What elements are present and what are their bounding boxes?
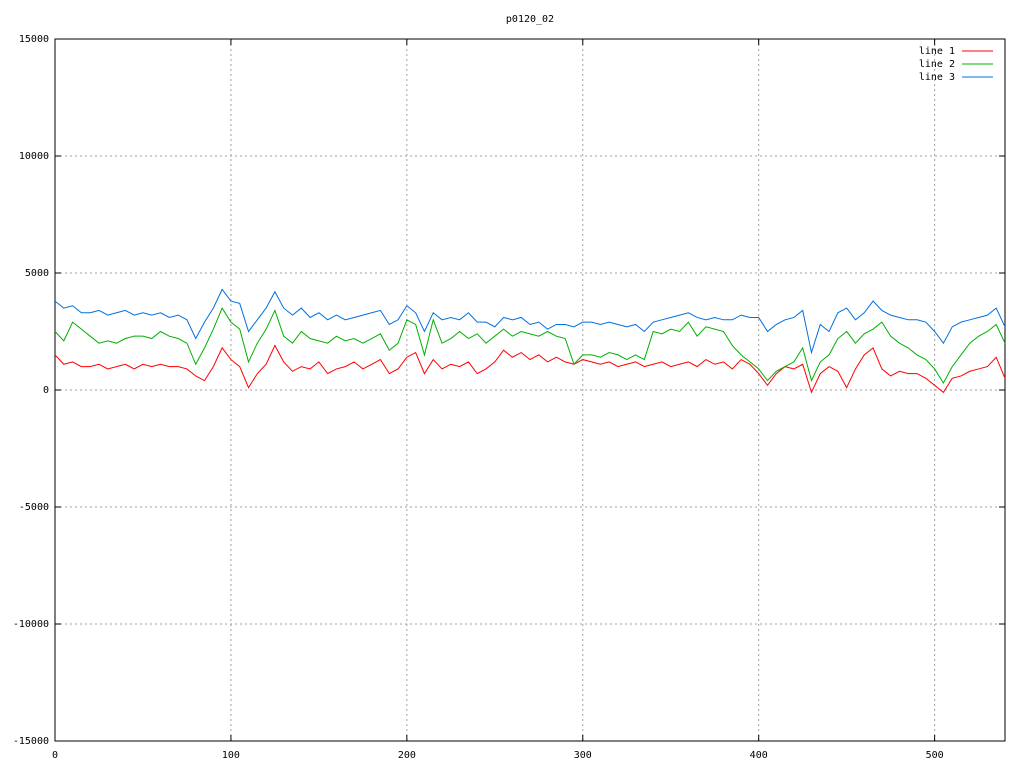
y-tick-label: 0 (43, 385, 49, 396)
legend-label: line 3 (919, 72, 955, 83)
y-tick-label: -15000 (13, 736, 49, 747)
x-tick-label: 0 (52, 750, 58, 761)
x-tick-label: 500 (926, 750, 944, 761)
chart-title: p0120_02 (506, 14, 554, 25)
series-line (54, 307, 1006, 384)
y-tick-label: 10000 (19, 151, 49, 162)
series-line (54, 344, 1006, 394)
series-line (54, 288, 1006, 355)
y-tick-label: -5000 (19, 502, 49, 513)
y-tick-label: -10000 (13, 619, 49, 630)
x-tick-label: 100 (222, 750, 240, 761)
y-tick-label: 5000 (25, 268, 49, 279)
x-tick-label: 200 (398, 750, 416, 761)
x-tick-label: 400 (750, 750, 768, 761)
legend-label: line 2 (919, 59, 955, 70)
legend-label: line 1 (919, 46, 955, 57)
y-tick-label: 15000 (19, 34, 49, 45)
x-tick-label: 300 (574, 750, 592, 761)
plot-frame (54, 38, 1006, 742)
